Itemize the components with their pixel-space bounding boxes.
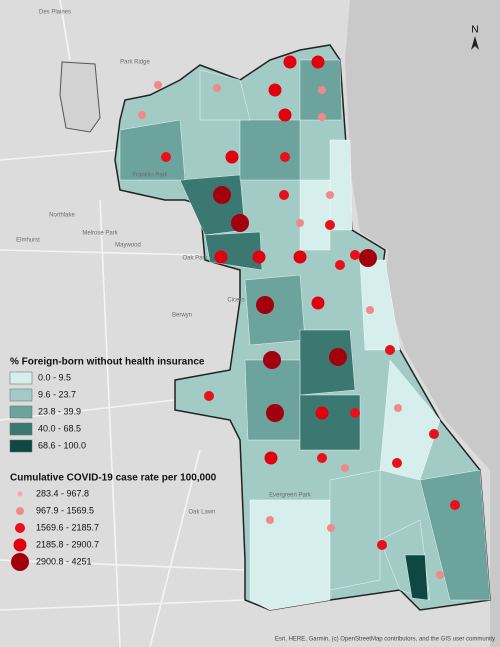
case-rate-circle xyxy=(266,516,274,524)
case-rate-circle xyxy=(263,351,281,369)
legend-symbol xyxy=(11,553,29,571)
case-rate-circle xyxy=(350,250,360,260)
legend-label: 0.0 - 9.5 xyxy=(38,372,71,382)
legend-label: 40.0 - 68.5 xyxy=(38,423,81,433)
legend-label: 967.9 - 1569.5 xyxy=(36,505,94,515)
case-rate-circle xyxy=(231,214,249,232)
case-rate-circle xyxy=(225,150,239,164)
legend-symbol xyxy=(17,491,23,497)
case-rate-circle xyxy=(204,391,214,401)
case-rate-circle xyxy=(311,55,325,69)
place-label: Elmhurst xyxy=(16,238,40,244)
attribution: Esri, HERE, Garmin, (c) OpenStreetMap co… xyxy=(275,637,495,643)
place-label: Park Ridge xyxy=(120,60,150,66)
case-rate-circle xyxy=(377,540,387,550)
place-label: Evergreen Park xyxy=(269,493,312,499)
case-rate-circle xyxy=(329,348,347,366)
case-rate-symbols xyxy=(138,55,460,579)
legend-swatch xyxy=(9,371,33,385)
legend-symbol xyxy=(13,538,27,552)
case-rate-circle xyxy=(280,152,290,162)
case-rate-circle xyxy=(296,219,304,227)
case-rate-circle xyxy=(366,306,374,314)
place-label: Franklin Park xyxy=(132,173,168,179)
place-label: Melrose Park xyxy=(82,231,118,237)
case-rate-circle xyxy=(326,191,334,199)
case-rate-circle xyxy=(278,108,292,122)
legend-title: Cumulative COVID-19 case rate per 100,00… xyxy=(10,473,217,484)
case-rate-circle xyxy=(256,296,274,314)
case-rate-circle xyxy=(318,86,326,94)
legend-title: % Foreign-born without health insurance xyxy=(10,357,205,368)
case-rate-circle xyxy=(293,250,307,264)
place-label: Maywood xyxy=(115,243,141,249)
case-rate-circle xyxy=(213,84,221,92)
place-label: Oak Lawn xyxy=(188,510,215,516)
case-rate-circle xyxy=(252,250,266,264)
legend-symbol xyxy=(15,523,25,533)
case-rate-circle xyxy=(161,152,171,162)
legends: % Foreign-born without health insurance 0… xyxy=(9,357,217,571)
legend-swatch xyxy=(9,422,33,436)
legend-symbol xyxy=(16,507,24,515)
case-rate-circle xyxy=(315,406,329,420)
case-rate-circle xyxy=(283,55,297,69)
case-rate-circle xyxy=(325,220,335,230)
case-rate-circle xyxy=(214,250,228,264)
case-rate-circle xyxy=(450,500,460,510)
legend-swatch xyxy=(9,439,33,453)
case-rate-circle xyxy=(318,113,326,121)
case-rate-circle xyxy=(268,83,282,97)
case-rate-circle xyxy=(154,81,162,89)
legend-label: 2900.8 - 4251 xyxy=(36,556,92,566)
case-rate-circle xyxy=(350,408,360,418)
case-rate-circle xyxy=(327,524,335,532)
case-rate-circle xyxy=(264,451,278,465)
place-label: Berwyn xyxy=(172,313,192,319)
case-rate-circle xyxy=(213,186,231,204)
north-arrow-icon xyxy=(471,36,479,50)
case-rate-circle xyxy=(266,404,284,422)
lake xyxy=(345,0,500,647)
legend-swatch xyxy=(9,405,33,419)
case-rate-circle xyxy=(392,458,402,468)
legend-label: 1569.6 - 2185.7 xyxy=(36,522,99,532)
place-label: Northlake xyxy=(49,213,75,219)
airport xyxy=(59,61,101,133)
legend-label: 68.6 - 100.0 xyxy=(38,440,86,450)
legend-label: 9.6 - 23.7 xyxy=(38,389,76,399)
case-rate-circle xyxy=(138,111,146,119)
case-rate-circle xyxy=(311,296,325,310)
case-rate-circle xyxy=(341,464,349,472)
place-label: Oak Park xyxy=(182,256,208,262)
place-label: Cicero xyxy=(227,298,245,304)
case-rate-circle xyxy=(359,249,377,267)
north-arrow: N xyxy=(471,25,478,36)
place-label: Des Plaines xyxy=(39,10,71,16)
case-rate-circle xyxy=(385,345,395,355)
legend-label: 2185.8 - 2900.7 xyxy=(36,539,99,549)
legend-swatch xyxy=(9,388,33,402)
case-rate-circle xyxy=(394,404,402,412)
legend-label: 283.4 - 967.8 xyxy=(36,488,89,498)
case-rate-circle xyxy=(317,453,327,463)
legend-label: 23.8 - 39.9 xyxy=(38,406,81,416)
case-rate-circle xyxy=(335,260,345,270)
case-rate-circle xyxy=(279,190,289,200)
case-rate-circle xyxy=(429,429,439,439)
case-rate-circle xyxy=(436,571,444,579)
